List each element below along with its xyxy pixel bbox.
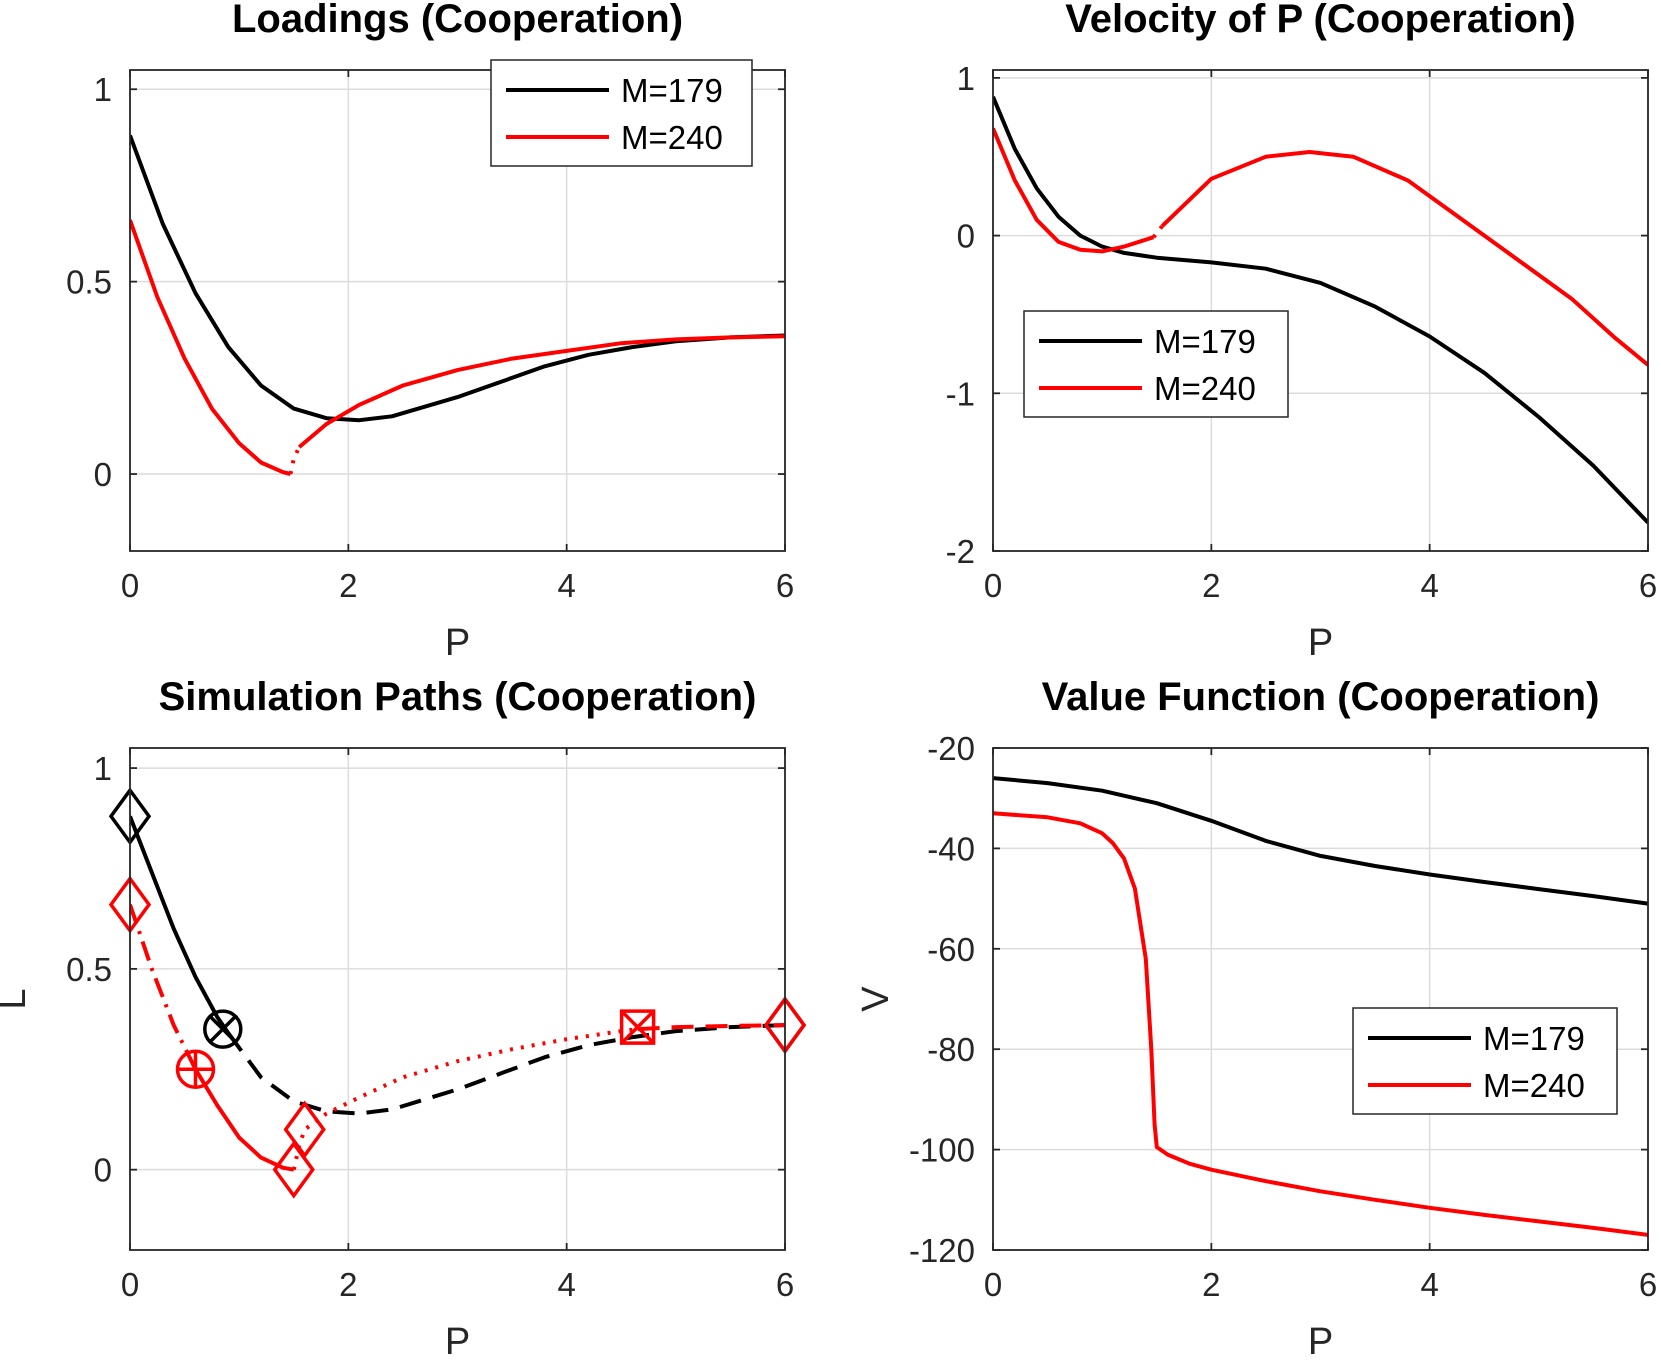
y-tick-label: -1 <box>946 375 975 412</box>
series-line-2-segment-2 <box>193 1068 295 1172</box>
marker-plus-shape <box>177 1051 214 1088</box>
marker-x-shape <box>208 1015 237 1044</box>
y-tick-label: 0.5 <box>66 951 112 988</box>
y-tick-label: -120 <box>909 1232 975 1269</box>
series-line-2-segment-1 <box>130 903 198 1071</box>
series-line-1-segment-1 <box>130 815 230 1035</box>
series-line-1-segment-1 <box>130 134 785 423</box>
y-tick-label: 0.5 <box>66 264 112 301</box>
y-tick-label: -80 <box>927 1031 975 1068</box>
chart-title: Velocity of P (Cooperation) <box>1065 0 1575 41</box>
marker-circle-plus-2-2 <box>175 1049 216 1090</box>
series-line-1-segment-2 <box>226 1023 785 1116</box>
x-tick-label: 2 <box>1202 1266 1220 1303</box>
chart-panel-3: 0 2 4 6 0 0.5 1 Simulation Paths (Cooperation) P… <box>0 675 807 1363</box>
series-line-2-segment-2 <box>288 446 302 475</box>
x-tick-label: 4 <box>1420 1266 1438 1303</box>
marker-circle-shape <box>203 1009 243 1049</box>
series-line-2-segment-2 <box>1151 224 1164 239</box>
axes-frame <box>992 69 1649 552</box>
legend: M=179 M=240 <box>490 59 753 167</box>
x-tick-label: 6 <box>1639 1266 1657 1303</box>
x-axis-label: P <box>1308 1321 1333 1363</box>
x-tick-label: 0 <box>121 1266 139 1303</box>
x-tick-label: 6 <box>776 567 794 604</box>
marker-circle-x-1-2 <box>203 1009 243 1049</box>
x-tick-label: 2 <box>1202 567 1220 604</box>
y-tick-label: 1 <box>94 71 112 108</box>
marker-x-shape <box>620 1009 655 1045</box>
legend: M=179 M=240 <box>1352 1007 1618 1115</box>
y-tick-label: 1 <box>957 60 975 97</box>
x-tick-label: 6 <box>1639 567 1657 604</box>
axes-frame <box>129 747 786 1251</box>
series-line-2-segment-3 <box>291 1027 638 1171</box>
x-axis-label: P <box>445 622 470 664</box>
y-tick-label: -40 <box>927 830 975 867</box>
x-tick-label: 4 <box>557 567 575 604</box>
y-tick-label: 1 <box>94 750 112 787</box>
marker-diamond-2-4 <box>283 1100 326 1159</box>
series-line-2-segment-3 <box>297 334 785 449</box>
x-tick-label: 6 <box>776 1266 794 1303</box>
x-tick-label: 4 <box>557 1266 575 1303</box>
x-tick-label: 2 <box>339 1266 357 1303</box>
y-tick-label: 0 <box>957 218 975 255</box>
series-line-1-segment-1 <box>993 776 1648 906</box>
plot-area <box>993 96 1648 524</box>
x-tick-label: 4 <box>1420 567 1438 604</box>
marker-diamond-2-3 <box>272 1140 315 1199</box>
chart-panel-2: 0 2 4 6 -2 -1 0 1 Velocity of P (Cooperation) P M=… <box>946 0 1658 664</box>
plot-area <box>130 134 785 476</box>
y-tick-label: -20 <box>927 730 975 767</box>
marker-diamond-shape <box>283 1100 326 1159</box>
legend-label-2: M=240 <box>1483 1067 1585 1104</box>
series-line-2-segment-4 <box>637 1023 785 1032</box>
series-line-1-segment-1 <box>993 96 1648 524</box>
chart-panel-4: 0 2 4 6 -120 -100 -80 -60 -40 -20 Value Function (… <box>855 675 1657 1363</box>
y-tick-label: -100 <box>909 1132 975 1169</box>
y-tick-label: 0 <box>94 456 112 493</box>
legend-label-1: M=179 <box>621 72 723 109</box>
x-tick-label: 0 <box>984 567 1002 604</box>
marker-square-shape <box>619 1009 656 1045</box>
x-axis-label: P <box>445 1321 470 1363</box>
legend-box <box>1352 1007 1618 1115</box>
marker-square-x-2-5 <box>619 1009 656 1045</box>
chart-title: Value Function (Cooperation) <box>1042 675 1600 719</box>
plot-area <box>993 776 1648 1237</box>
legend-label-1: M=179 <box>1154 323 1256 360</box>
legend-box <box>1023 310 1289 418</box>
x-tick-label: 0 <box>984 1266 1002 1303</box>
legend: M=179 M=240 <box>1023 310 1289 418</box>
legend-label-2: M=240 <box>621 119 723 156</box>
x-axis-label: P <box>1308 622 1333 664</box>
series-line-2-segment-1 <box>993 127 1155 254</box>
series-line-2-segment-1 <box>993 811 1648 1237</box>
legend-label-2: M=240 <box>1154 370 1256 407</box>
y-axis-label: V <box>855 986 897 1012</box>
y-tick-label: 0 <box>94 1152 112 1189</box>
chart-panel-1: 0 2 4 6 0 0.5 1 Loadings (Cooperation) P M=179 M=2… <box>66 0 794 664</box>
chart-title: Loadings (Cooperation) <box>232 0 683 41</box>
x-tick-label: 0 <box>121 567 139 604</box>
legend-box <box>490 59 753 167</box>
series-line-2-segment-3 <box>1160 150 1648 367</box>
marker-diamond-shape <box>272 1140 315 1199</box>
series-line-2-segment-1 <box>130 219 291 476</box>
x-tick-label: 2 <box>339 567 357 604</box>
axes-frame <box>992 747 1649 1251</box>
legend-label-1: M=179 <box>1483 1020 1585 1057</box>
y-tick-label: -2 <box>946 533 975 570</box>
y-tick-label: -60 <box>927 931 975 968</box>
axes-frame <box>129 69 786 552</box>
plot-area <box>130 815 785 1172</box>
y-axis-label: L <box>0 988 34 1009</box>
chart-title: Simulation Paths (Cooperation) <box>159 675 757 719</box>
